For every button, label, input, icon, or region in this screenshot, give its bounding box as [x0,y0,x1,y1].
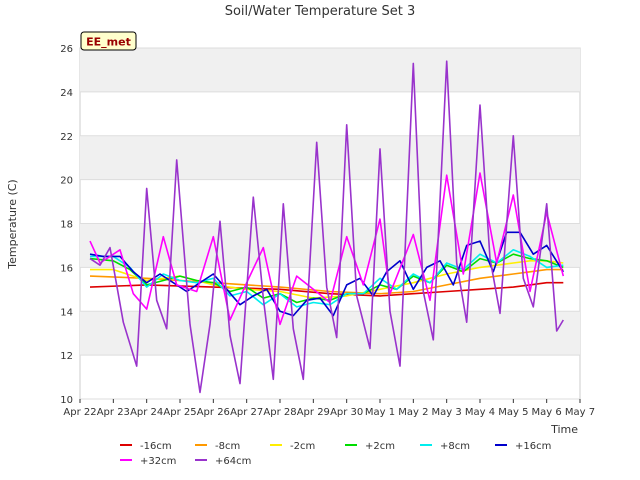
legend-label: +2cm [365,441,395,452]
plot-band [80,311,580,356]
y-axis-label: Temperature (C) [6,179,19,269]
plot-band [80,135,580,180]
legend: -16cm -8cm -2cm +2cm +8cm +16cm +32cm +64cm [120,441,551,467]
y-tick-label: 12 [60,351,73,362]
y-tick-label: 18 [60,220,73,231]
y-tick-label: 20 [60,176,73,187]
site-label-background [80,31,137,51]
x-axis-ticks: Apr 22 Apr 23 Apr 24 Apr 25 Apr 26 Apr 27 Apr … [63,399,595,418]
legend-label: +8cm [440,441,470,452]
series-line-+16cm [89,231,564,317]
x-tick-label: Apr 24 [130,407,163,418]
x-tick-label: Apr 26 [197,407,230,418]
legend-label: +64cm [215,456,251,467]
series-line-+64cm [89,60,564,394]
x-tick-label: May 2 [398,407,428,418]
series-lines [89,60,565,394]
x-tick-label: May 5 [498,407,528,418]
x-tick-label: Apr 22 [63,407,96,418]
y-axis-ticks: 10 12 14 16 18 20 22 24 26 [60,44,73,406]
legend-label: +16cm [515,441,551,452]
legend-label: -8cm [215,441,240,452]
grid-lines [80,47,580,400]
x-tick-label: May 6 [532,407,562,418]
legend-label: -2cm [290,441,315,452]
plot-band [80,48,580,92]
chart-title: Soil/Water Temperature Set 3 [225,4,416,19]
site-label-box: EE_met [80,31,137,51]
legend-label: -16cm [140,441,172,452]
x-tick-label: Apr 30 [330,407,363,418]
y-tick-label: 14 [60,307,73,318]
series-line--2cm [90,259,564,299]
x-tick-label: Apr 28 [263,407,296,418]
x-tick-label: Apr 29 [297,407,330,418]
x-tick-label: May 1 [365,407,395,418]
x-tick-label: May 7 [565,407,595,418]
x-axis-label: Time [550,423,578,436]
x-tick-label: Apr 27 [230,407,263,418]
x-tick-label: Apr 25 [163,407,196,418]
series-line-+32cm [89,172,565,326]
y-tick-label: 26 [60,44,73,55]
y-tick-label: 16 [60,263,73,274]
site-label: EE_met [86,36,131,49]
legend-label: +32cm [140,456,176,467]
y-tick-label: 10 [60,395,73,406]
x-tick-label: May 4 [465,407,495,418]
x-tick-label: Apr 23 [97,407,130,418]
y-tick-label: 22 [60,132,73,143]
x-tick-label: May 3 [432,407,462,418]
y-tick-label: 24 [60,88,73,99]
